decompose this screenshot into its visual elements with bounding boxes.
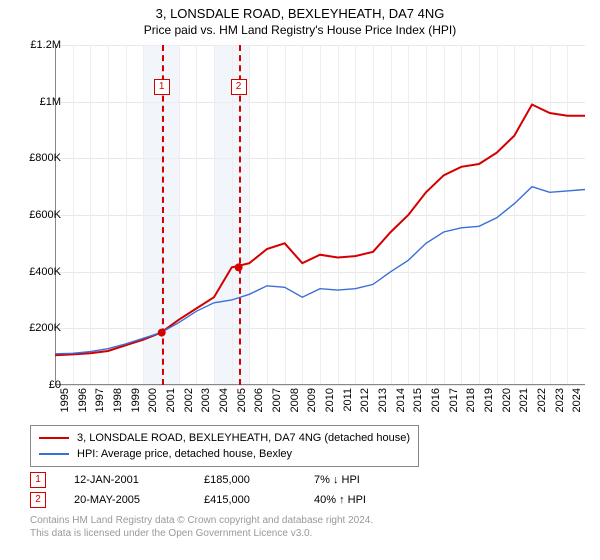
x-axis-label: 2007 xyxy=(271,388,283,412)
x-axis-label: 2002 xyxy=(183,388,195,412)
legend-row: HPI: Average price, detached house, Bexl… xyxy=(39,446,410,462)
x-axis-label: 2022 xyxy=(536,388,548,412)
sale-marker-line xyxy=(239,45,241,385)
y-axis-label: £1M xyxy=(10,96,65,108)
x-axis-label: 2013 xyxy=(377,388,389,412)
x-axis-label: 2021 xyxy=(518,388,530,412)
y-axis-label: £800K xyxy=(10,152,65,164)
sale-row-date: 12-JAN-2001 xyxy=(74,474,204,486)
x-axis-label: 1999 xyxy=(130,388,142,412)
x-axis-label: 2004 xyxy=(218,388,230,412)
sale-row-price: £415,000 xyxy=(204,494,314,506)
gridline-h xyxy=(55,385,585,386)
legend-label: HPI: Average price, detached house, Bexl… xyxy=(77,448,292,460)
y-axis-label: £1.2M xyxy=(10,39,65,51)
x-axis-label: 2009 xyxy=(306,388,318,412)
x-axis-label: 1997 xyxy=(94,388,106,412)
legend-row: 3, LONSDALE ROAD, BEXLEYHEATH, DA7 4NG (… xyxy=(39,430,410,446)
x-axis-label: 2005 xyxy=(236,388,248,412)
x-axis-label: 2000 xyxy=(147,388,159,412)
x-axis-label: 2014 xyxy=(395,388,407,412)
x-axis-label: 2023 xyxy=(554,388,566,412)
sale-row-marker: 1 xyxy=(30,472,46,488)
x-axis-label: 2019 xyxy=(483,388,495,412)
x-axis-label: 2024 xyxy=(571,388,583,412)
x-axis-label: 2015 xyxy=(412,388,424,412)
x-axis-label: 1996 xyxy=(77,388,89,412)
plot-svg xyxy=(55,45,585,385)
footer-line-1: Contains HM Land Registry data © Crown c… xyxy=(30,514,373,527)
series-line xyxy=(55,187,585,354)
y-axis-label: £600K xyxy=(10,209,65,221)
footer-line-2: This data is licensed under the Open Gov… xyxy=(30,527,373,540)
series-line xyxy=(55,105,585,356)
sale-marker-box: 1 xyxy=(154,79,170,95)
sales-table: 1 12-JAN-2001£185,0007% ↓ HPI 2 20-MAY-2005… xyxy=(30,470,414,510)
legend-swatch xyxy=(39,437,69,439)
sale-row: 1 12-JAN-2001£185,0007% ↓ HPI xyxy=(30,470,414,490)
x-axis-label: 2018 xyxy=(465,388,477,412)
x-axis-label: 2008 xyxy=(289,388,301,412)
chart-subtitle: Price paid vs. HM Land Registry's House … xyxy=(0,21,600,37)
x-axis-label: 2003 xyxy=(200,388,212,412)
x-axis-label: 2012 xyxy=(359,388,371,412)
legend-swatch xyxy=(39,453,69,455)
x-axis-label: 1995 xyxy=(59,388,71,412)
sale-row: 2 20-MAY-2005£415,00040% ↑ HPI xyxy=(30,490,414,510)
x-axis-label: 2020 xyxy=(501,388,513,412)
x-axis-label: 2001 xyxy=(165,388,177,412)
sale-row-marker: 2 xyxy=(30,492,46,508)
sale-marker-line xyxy=(162,45,164,385)
sale-row-pct: 7% ↓ HPI xyxy=(314,474,414,486)
sale-row-price: £185,000 xyxy=(204,474,314,486)
sale-row-pct: 40% ↑ HPI xyxy=(314,494,414,506)
y-axis-label: £200K xyxy=(10,322,65,334)
legend-label: 3, LONSDALE ROAD, BEXLEYHEATH, DA7 4NG (… xyxy=(77,432,410,444)
y-axis-label: £0 xyxy=(10,379,65,391)
x-axis-label: 2011 xyxy=(342,388,354,412)
x-axis-label: 2017 xyxy=(448,388,460,412)
chart-container: 3, LONSDALE ROAD, BEXLEYHEATH, DA7 4NG P… xyxy=(0,0,600,560)
sale-marker-box: 2 xyxy=(231,79,247,95)
x-axis-label: 2016 xyxy=(430,388,442,412)
chart-title: 3, LONSDALE ROAD, BEXLEYHEATH, DA7 4NG xyxy=(0,0,600,21)
x-axis-label: 1998 xyxy=(112,388,124,412)
x-axis-label: 2010 xyxy=(324,388,336,412)
x-axis-label: 2006 xyxy=(253,388,265,412)
footer-attribution: Contains HM Land Registry data © Crown c… xyxy=(30,514,373,540)
legend: 3, LONSDALE ROAD, BEXLEYHEATH, DA7 4NG (… xyxy=(30,425,419,467)
y-axis-label: £400K xyxy=(10,266,65,278)
sale-row-date: 20-MAY-2005 xyxy=(74,494,204,506)
